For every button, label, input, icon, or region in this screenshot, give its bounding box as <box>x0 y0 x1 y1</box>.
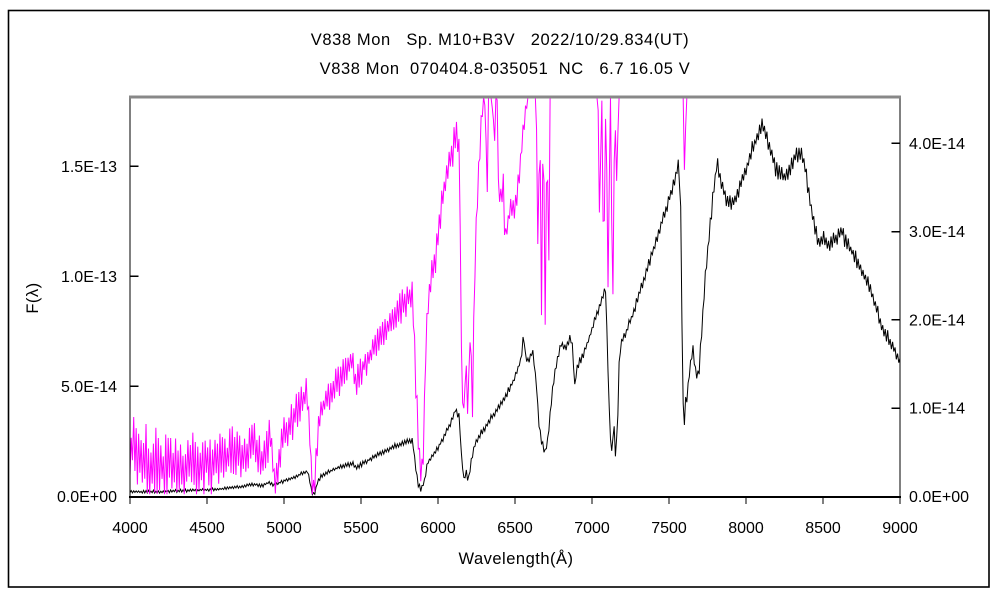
y-right-tick-label: 3.0E-14 <box>909 224 965 241</box>
x-tick-label: 4000 <box>112 520 148 537</box>
y-left-tick-label: 1.0E-13 <box>61 269 117 286</box>
y-left-tick-label: 1.5E-13 <box>61 159 117 176</box>
x-tick-label: 7000 <box>574 520 610 537</box>
y-right-ticks: 0.0E+00 1.0E-14 2.0E-14 3.0E-14 4.0E-14 <box>891 136 969 506</box>
x-tick-label: 7500 <box>651 520 687 537</box>
x-tick-label: 8000 <box>728 520 764 537</box>
outer-border <box>7 9 990 588</box>
chart-title-line2: V838 Mon 070404.8-035051 NC 6.7 16.05 V <box>320 60 691 78</box>
x-tick-label: 6000 <box>420 520 456 537</box>
y-right-tick-label: 0.0E+00 <box>909 489 969 506</box>
y-right-tick-label: 1.0E-14 <box>909 401 965 418</box>
plot-frame <box>129 95 901 498</box>
chart-title-line1: V838 Mon Sp. M10+B3V 2022/10/29.834(UT) <box>311 31 689 49</box>
series-comparison <box>129 96 900 495</box>
y-left-tick-label: 5.0E-14 <box>61 379 117 396</box>
x-axis-label: Wavelength(Å) <box>458 549 573 568</box>
y-left-tick-label: 0.0E+00 <box>57 489 117 506</box>
x-tick-label: 6500 <box>497 520 533 537</box>
x-axis-ticks: 4000 4500 5000 5500 6000 6500 7000 7500 8000 8500… <box>112 497 918 537</box>
series-curves <box>129 96 901 497</box>
y-right-tick-label: 2.0E-14 <box>909 312 965 329</box>
x-tick-label: 8500 <box>805 520 841 537</box>
y-right-tick-label: 4.0E-14 <box>909 136 965 153</box>
x-tick-label: 5500 <box>343 520 379 537</box>
x-tick-label: 5000 <box>266 520 302 537</box>
x-tick-label: 4500 <box>189 520 225 537</box>
series-target <box>129 118 901 497</box>
x-tick-label: 9000 <box>882 520 918 537</box>
y-left-ticks: 0.0E+00 5.0E-14 1.0E-13 1.5E-13 <box>57 159 139 506</box>
y-axis-left-label: F(λ) <box>24 282 42 313</box>
